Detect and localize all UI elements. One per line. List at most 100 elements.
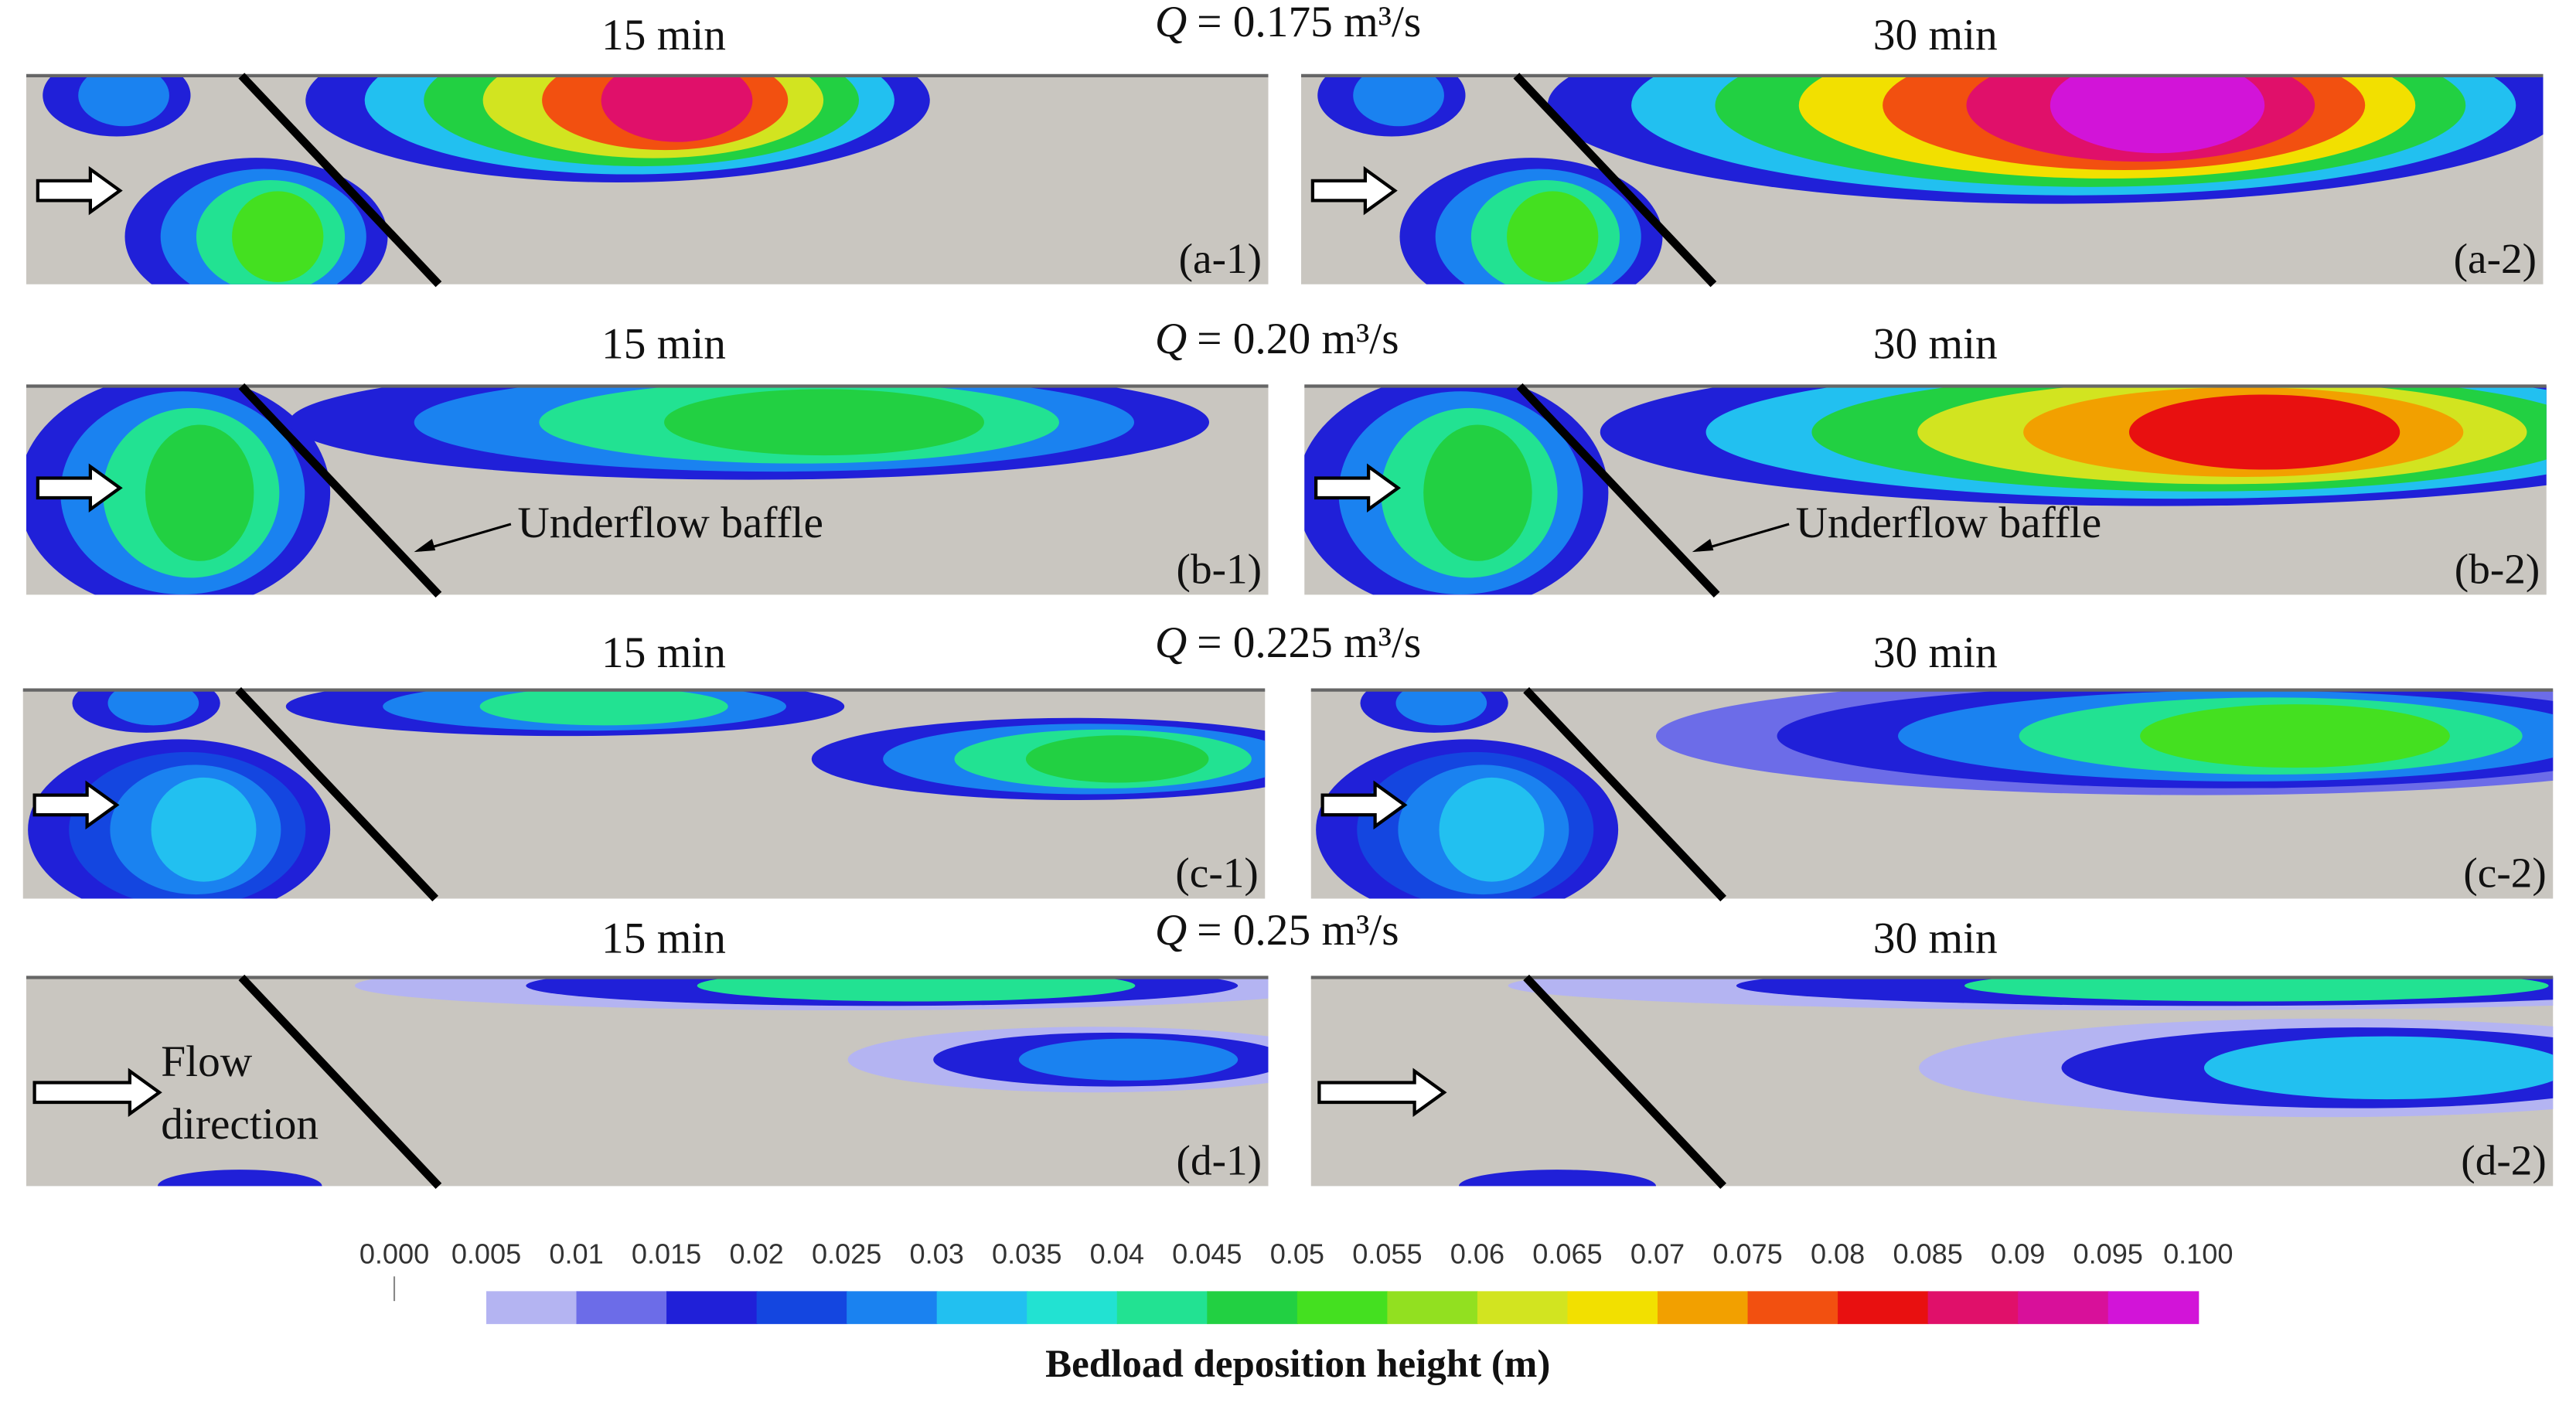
panel-time: 30 min (1873, 914, 1998, 963)
contour-level (1423, 424, 1532, 561)
contour-level (232, 191, 324, 282)
colorbar-tick-label: 0.055 (1352, 1238, 1422, 1269)
annotation-pointer (1698, 523, 1790, 552)
contour-level (1025, 735, 1209, 783)
contour-level (158, 1170, 322, 1187)
panel: (d-2) (1310, 974, 2554, 1190)
contour-level (107, 690, 199, 726)
colorbar-tick-label: 0.03 (910, 1238, 964, 1269)
flow-rate-label: Q = 0.225 m³/s (1155, 618, 1421, 667)
colorbar-tick-label: 0.09 (1991, 1238, 2045, 1269)
contour-level (145, 424, 254, 561)
deposition-contours (1316, 690, 2554, 899)
contour-level (2140, 704, 2450, 768)
colorbar-segment (2018, 1291, 2109, 1324)
flow-arrow (32, 780, 120, 830)
panel-label: (c-2) (2463, 850, 2546, 897)
deposition-contours (26, 386, 1209, 595)
deposition-contours (1317, 75, 2544, 284)
contour-level (1507, 191, 1599, 282)
colorbar-tick-label: 0.075 (1712, 1238, 1782, 1269)
annotation-arrowhead (414, 539, 436, 553)
panel-time: 30 min (1873, 628, 1998, 677)
flow-arrow (1320, 780, 1408, 830)
colorbar-segment (1027, 1291, 1118, 1324)
contour-level (2050, 75, 2265, 154)
underflow-baffle (1516, 383, 1720, 598)
colorbar-tick-label: 0.05 (1270, 1238, 1324, 1269)
flow-rate-symbol: Q (1155, 906, 1187, 955)
colorbar-segment (1207, 1291, 1298, 1324)
colorbar-segment (1477, 1291, 1569, 1324)
contour-level (1395, 690, 1487, 726)
flow-rate-value: = 0.25 m³/s (1197, 906, 1399, 955)
colorbar-tick-label: 0.02 (729, 1238, 783, 1269)
colorbar-segment (1838, 1291, 1929, 1324)
underflow-baffle (235, 686, 438, 902)
panel: (d-1) Flow direction (26, 974, 1269, 1190)
panel-label: (d-2) (2461, 1137, 2546, 1184)
flow-rate-label: Q = 0.175 m³/s (1155, 0, 1421, 46)
colorbar-segment (486, 1291, 578, 1324)
colorbar-segment (847, 1291, 938, 1324)
colorbar-segment (1297, 1291, 1389, 1324)
colorbar-tick-label: 0.025 (812, 1238, 881, 1269)
panel: (c-2) (1310, 686, 2554, 902)
flow-rate-symbol: Q (1155, 315, 1187, 363)
flow-rate-symbol: Q (1155, 0, 1187, 46)
flow-arrow (36, 463, 123, 513)
deposition-contours (43, 75, 930, 284)
colorbar-tick-label: 0.035 (992, 1238, 1061, 1269)
colorbar-segment (1387, 1291, 1478, 1324)
panel-time: 15 min (601, 914, 726, 963)
colorbar-segment (2107, 1291, 2199, 1324)
deposition-contours (1304, 386, 2547, 595)
panel-label: (b-1) (1177, 546, 1262, 593)
colorbar-tick-label: 0.045 (1172, 1238, 1242, 1269)
colorbar-tick-label: 0.000 (359, 1238, 429, 1269)
contour-level (697, 977, 1136, 1002)
contour-level (664, 389, 984, 456)
colorbar-segment (666, 1291, 758, 1324)
contour-level (151, 777, 257, 882)
colorbar-tick-label: 0.095 (2073, 1238, 2143, 1269)
panel: (a-2) (1301, 73, 2544, 288)
colorbar-segment (576, 1291, 668, 1324)
underflow-baffle (238, 383, 442, 598)
flow-rate-value: = 0.175 m³/s (1197, 0, 1421, 46)
panel: (b-1) Underflow baffle (26, 383, 1269, 598)
colorbar-tick-label: 0.04 (1090, 1238, 1144, 1269)
flow-arrow (1310, 165, 1398, 216)
colorbar-tick-label: 0.065 (1532, 1238, 1602, 1269)
deposition-contours (158, 977, 1269, 1187)
underflow-baffle (238, 974, 442, 1190)
colorbar-tick-label: 0.06 (1450, 1238, 1504, 1269)
panel-label: (d-1) (1177, 1137, 1262, 1184)
contour-level (78, 75, 169, 127)
colorbar-tick-label: 0.085 (1893, 1238, 1962, 1269)
underflow-baffle (1523, 686, 1726, 902)
contour-level (1353, 75, 1444, 127)
panel-label: (a-2) (2454, 235, 2537, 282)
panel: (a-1) (26, 73, 1269, 288)
annotation-pointer (420, 523, 512, 552)
contour-level (1459, 1170, 1656, 1187)
contour-level (1964, 977, 2549, 1002)
colorbar-tick-label: 0.08 (1811, 1238, 1865, 1269)
underflow-baffle (238, 73, 442, 288)
flow-rate-value: = 0.20 m³/s (1197, 315, 1399, 363)
flow-rate-value: = 0.225 m³/s (1197, 618, 1421, 667)
colorbar-segment (756, 1291, 848, 1324)
panel: (b-2) Underflow baffle (1304, 383, 2547, 598)
colorbar-tick-label: 0.005 (451, 1238, 521, 1269)
contour-level (1018, 1038, 1239, 1081)
colorbar-tick-label: 0.01 (549, 1238, 603, 1269)
annotation: direction (161, 1100, 319, 1149)
flow-arrow (32, 1068, 162, 1118)
panel-label: (c-1) (1175, 850, 1258, 897)
colorbar-title: Bedload deposition height (m) (1045, 1343, 1550, 1386)
deposition-contours (28, 690, 1266, 899)
panel: (c-1) (22, 686, 1266, 902)
colorbar-tick-label: 0.07 (1630, 1238, 1685, 1269)
